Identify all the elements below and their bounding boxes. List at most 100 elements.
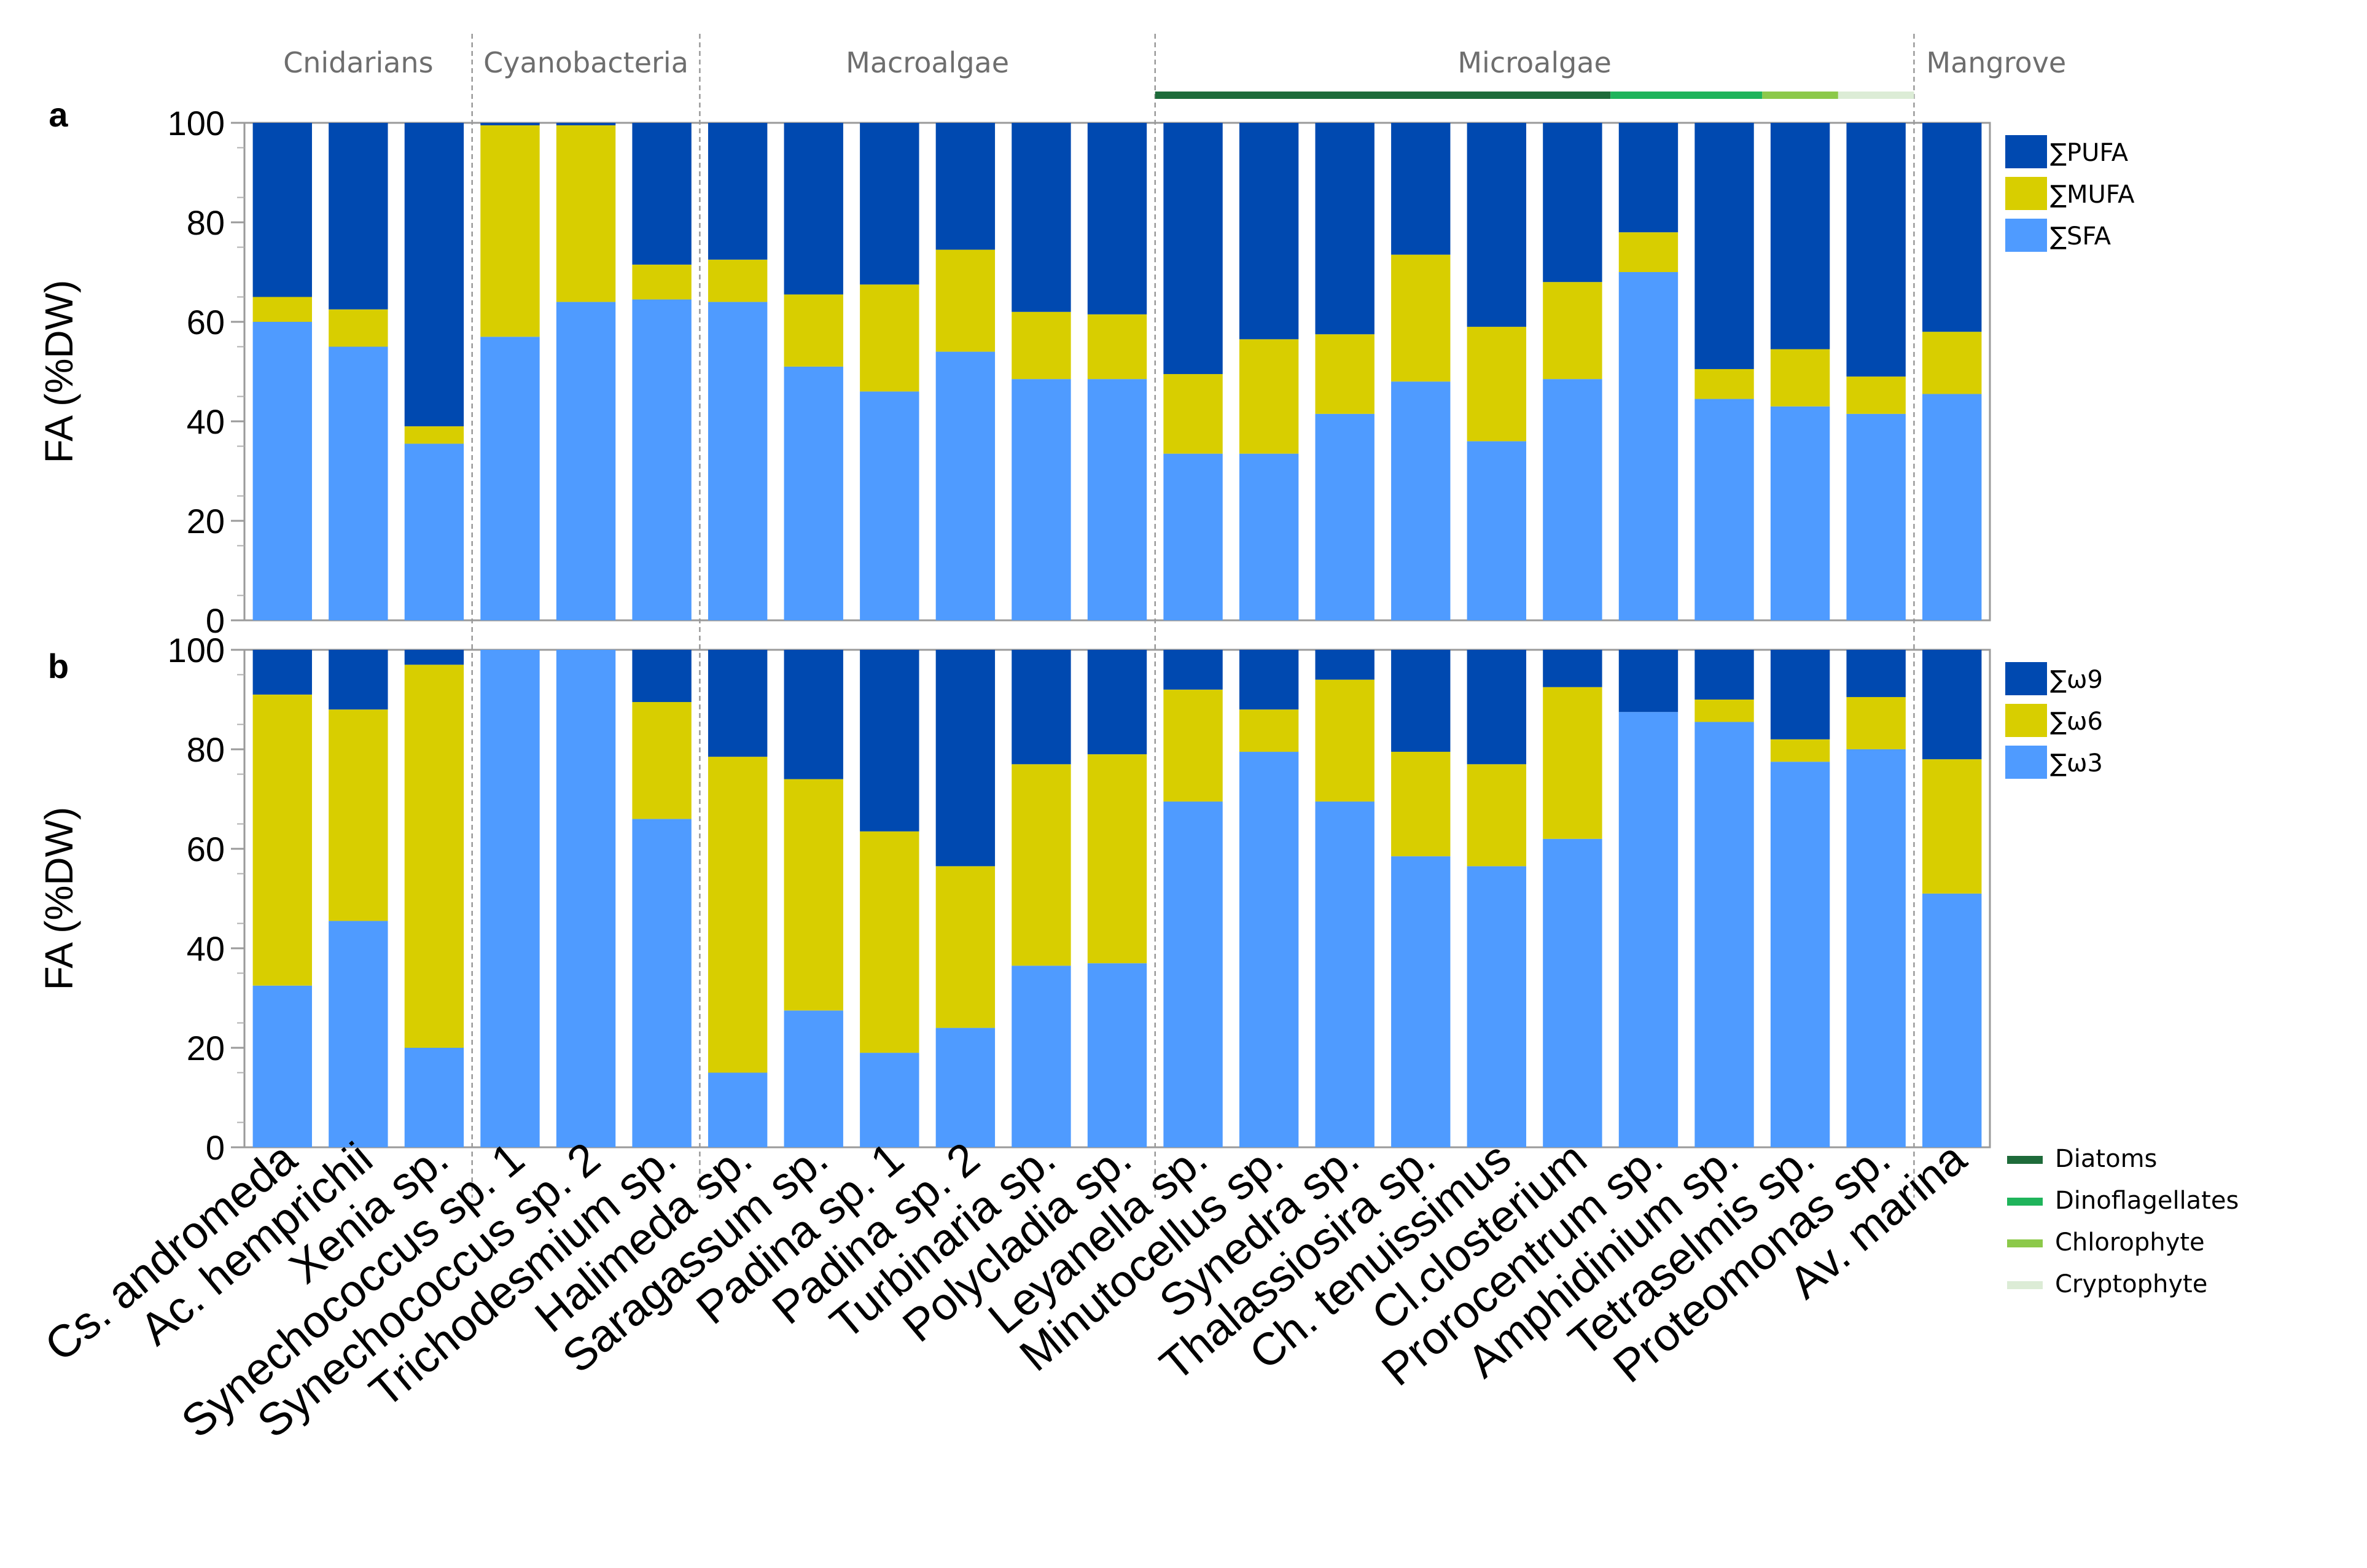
y-tick-label: 0 xyxy=(206,1128,225,1167)
bar-segment-a-∑MUFA xyxy=(784,294,843,367)
bar-segment-b-∑ω9 xyxy=(329,650,388,710)
bar-segment-a-∑PUFA xyxy=(1618,123,1679,233)
bar-segment-a-∑PUFA xyxy=(1391,123,1451,255)
legend-swatch-b xyxy=(2005,746,2047,779)
y-tick-label: 0 xyxy=(206,601,225,640)
bar-segment-a-∑MUFA xyxy=(556,125,616,302)
class-legend-line xyxy=(2007,1281,2043,1289)
bar-segment-b-∑ω9 xyxy=(1239,650,1299,710)
bar-segment-a-∑MUFA xyxy=(1239,339,1299,454)
bar-segment-b-∑ω6 xyxy=(329,709,388,921)
bar-segment-b-∑ω3 xyxy=(252,985,312,1147)
bar-segment-b-∑ω9 xyxy=(1618,650,1679,712)
bar-segment-a-∑MUFA xyxy=(1922,332,1982,394)
bar-segment-a-∑SFA xyxy=(556,302,616,621)
bar-segment-b-∑ω9 xyxy=(1543,650,1602,687)
legend-swatch-b xyxy=(2005,704,2047,737)
bar-segment-b-∑ω9 xyxy=(935,650,996,867)
bar-segment-a-∑MUFA xyxy=(1618,232,1679,272)
bar-segment-a-∑SFA xyxy=(860,391,919,620)
bar-segment-b-∑ω3 xyxy=(1087,963,1147,1147)
bar-segment-b-∑ω3 xyxy=(480,650,540,1147)
class-band-cryptophyte xyxy=(1838,92,1914,99)
bar-segment-a-∑PUFA xyxy=(935,123,996,250)
bar-segment-b-∑ω6 xyxy=(1846,696,1906,749)
bar-segment-a-∑SFA xyxy=(1012,379,1071,620)
y-tick-label: 100 xyxy=(168,631,225,669)
legend-label-a: ∑MUFA xyxy=(2050,181,2135,209)
bar-segment-b-∑ω3 xyxy=(1694,722,1754,1147)
y-tick-label: 20 xyxy=(187,502,225,540)
bar-segment-b-∑ω6 xyxy=(1770,739,1830,762)
bar-segment-a-∑SFA xyxy=(480,337,540,620)
bar-segment-a-∑MUFA xyxy=(1543,282,1602,380)
bar-segment-b-∑ω6 xyxy=(1922,759,1982,894)
bar-segment-a-∑SFA xyxy=(1163,453,1223,620)
bar-segment-a-∑SFA xyxy=(708,302,768,621)
bar-segment-a-∑MUFA xyxy=(1315,334,1375,414)
bar-segment-b-∑ω3 xyxy=(1163,802,1223,1147)
bar-segment-b-∑ω6 xyxy=(252,694,312,986)
bar-segment-b-∑ω9 xyxy=(1846,650,1906,697)
bar-segment-b-∑ω3 xyxy=(1770,762,1830,1147)
legend-swatch-a xyxy=(2005,219,2047,252)
y-tick-label: 60 xyxy=(187,830,225,868)
bar-segment-a-∑SFA xyxy=(252,322,312,620)
bar-segment-b-∑ω6 xyxy=(1543,687,1602,839)
bar-segment-a-∑PUFA xyxy=(556,123,616,126)
bar-segment-b-∑ω9 xyxy=(1922,650,1982,760)
y-tick-label: 20 xyxy=(187,1029,225,1067)
bar-segment-b-∑ω3 xyxy=(1543,838,1602,1147)
legend-layer: ∑PUFA ∑MUFA ∑SFA ∑ω9 ∑ω6 ∑ω3 Diatoms Dinoflagel… xyxy=(2005,135,2239,1298)
bar-segment-a-∑PUFA xyxy=(1543,123,1602,283)
bar-segment-b-∑ω9 xyxy=(1391,650,1451,752)
bar-segment-b-∑ω3 xyxy=(556,650,616,1147)
y-tick-label: 60 xyxy=(187,303,225,341)
legend-swatch-a xyxy=(2005,177,2047,210)
bar-segment-a-∑PUFA xyxy=(784,123,843,295)
bar-segment-a-∑MUFA xyxy=(632,264,692,300)
bar-segment-b-∑ω9 xyxy=(1694,650,1754,700)
bar-segment-a-∑PUFA xyxy=(1163,123,1223,375)
bar-segment-a-∑MUFA xyxy=(1467,327,1527,442)
bar-segment-b-∑ω3 xyxy=(404,1048,464,1147)
bar-segment-a-∑SFA xyxy=(1467,441,1527,620)
bar-segment-a-∑PUFA xyxy=(1846,123,1906,377)
class-band-dinoflagellates xyxy=(1610,92,1763,99)
class-legend-line xyxy=(2007,1198,2043,1206)
bars-layer xyxy=(252,123,1982,1147)
group-label-mangrove: Mangrove xyxy=(1926,46,2066,79)
bar-segment-a-∑PUFA xyxy=(1770,123,1830,349)
bar-segment-a-∑SFA xyxy=(1391,381,1451,620)
bar-segment-b-∑ω3 xyxy=(1922,893,1982,1147)
y-tick-label: 40 xyxy=(187,929,225,968)
bar-segment-b-∑ω9 xyxy=(1467,650,1527,765)
bar-segment-b-∑ω3 xyxy=(1012,965,1071,1147)
bar-segment-b-∑ω9 xyxy=(708,650,768,757)
bar-segment-a-∑MUFA xyxy=(329,309,388,347)
bar-segment-b-∑ω3 xyxy=(860,1053,919,1147)
bar-segment-b-∑ω9 xyxy=(404,650,464,665)
y-tick-label: 80 xyxy=(187,730,225,769)
bar-segment-b-∑ω9 xyxy=(1012,650,1071,765)
legend-label-a: ∑SFA xyxy=(2050,222,2112,251)
bar-segment-a-∑SFA xyxy=(1770,406,1830,620)
bar-segment-a-∑MUFA xyxy=(480,125,540,337)
bar-segment-a-∑MUFA xyxy=(860,284,919,392)
legend-label-b: ∑ω3 xyxy=(2050,749,2103,778)
bar-segment-b-∑ω6 xyxy=(1239,709,1299,752)
bar-segment-b-∑ω3 xyxy=(708,1072,768,1147)
bar-segment-b-∑ω6 xyxy=(1012,764,1071,966)
class-legend-line xyxy=(2007,1156,2043,1164)
bar-segment-a-∑PUFA xyxy=(1467,123,1527,327)
y-axis-label-a: FA (%DW) xyxy=(37,280,81,464)
legend-swatch-a xyxy=(2005,135,2047,168)
bar-segment-a-∑MUFA xyxy=(1694,369,1754,399)
bar-segment-a-∑MUFA xyxy=(935,249,996,352)
bar-segment-b-∑ω6 xyxy=(1163,689,1223,802)
bar-segment-b-∑ω9 xyxy=(1163,650,1223,690)
bar-segment-b-∑ω6 xyxy=(708,757,768,1073)
bar-segment-b-∑ω9 xyxy=(1315,650,1375,680)
bar-segment-a-∑SFA xyxy=(935,351,996,620)
bar-segment-a-∑MUFA xyxy=(1846,376,1906,414)
